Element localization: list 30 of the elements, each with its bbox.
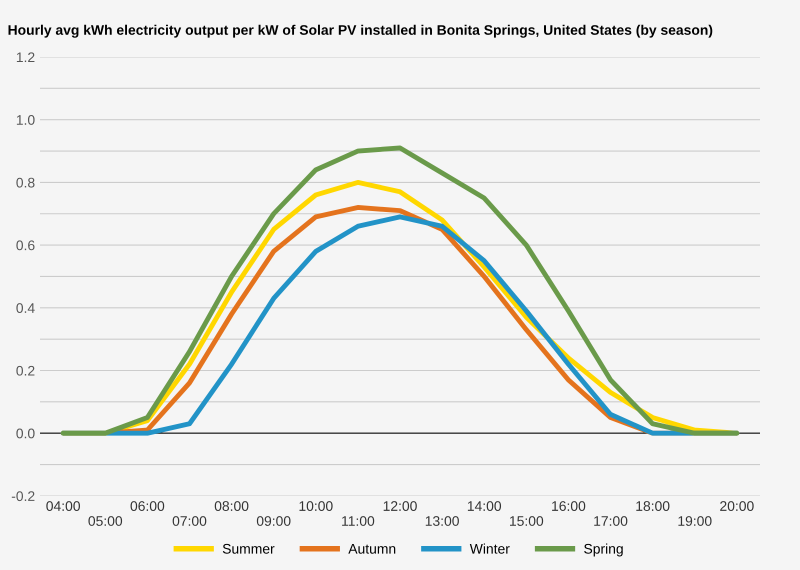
y-tick-label: 0.4 [16, 303, 35, 313]
y-tick-label: 0.2 [16, 366, 34, 376]
y-tick-label: 1.0 [16, 115, 35, 125]
y-tick-label: -0.2 [12, 491, 34, 502]
x-tick-label: 17:00 [594, 516, 628, 526]
legend-label: Winter [470, 544, 510, 554]
x-tick-label: 19:00 [678, 516, 712, 526]
x-tick-label: 13:00 [426, 516, 459, 526]
x-tick-label: 09:00 [256, 516, 291, 526]
legend-label: Autumn [348, 544, 396, 554]
y-tick-label: 1.2 [16, 52, 34, 62]
x-tick-label: 15:00 [510, 516, 544, 526]
x-tick-label: 04:00 [46, 501, 80, 511]
x-tick-label: 14:00 [468, 501, 502, 511]
x-tick-label: 11:00 [342, 516, 374, 526]
x-tick-label: 10:00 [299, 501, 333, 511]
legend-label: Spring [584, 544, 623, 556]
y-tick-label: 0.0 [16, 428, 35, 438]
y-tick-label: 0.6 [16, 240, 35, 250]
legend-label: Summer [222, 544, 274, 554]
x-tick-label: 12:00 [384, 501, 417, 511]
x-tick-label: 08:00 [214, 501, 248, 511]
x-tick-label: 18:00 [636, 501, 670, 511]
chart-title: Hourly avg kWh electricity output per kW of Solar PV installed in Bonita Springs, United States (by season) [8, 24, 712, 38]
y-tick-label: 0.8 [16, 178, 35, 188]
x-tick-label: 06:00 [130, 501, 164, 511]
x-tick-label: 20:00 [720, 501, 754, 511]
x-tick-label: 07:00 [172, 516, 206, 526]
x-tick-label: 05:00 [88, 516, 122, 526]
x-tick-label: 16:00 [552, 501, 586, 511]
